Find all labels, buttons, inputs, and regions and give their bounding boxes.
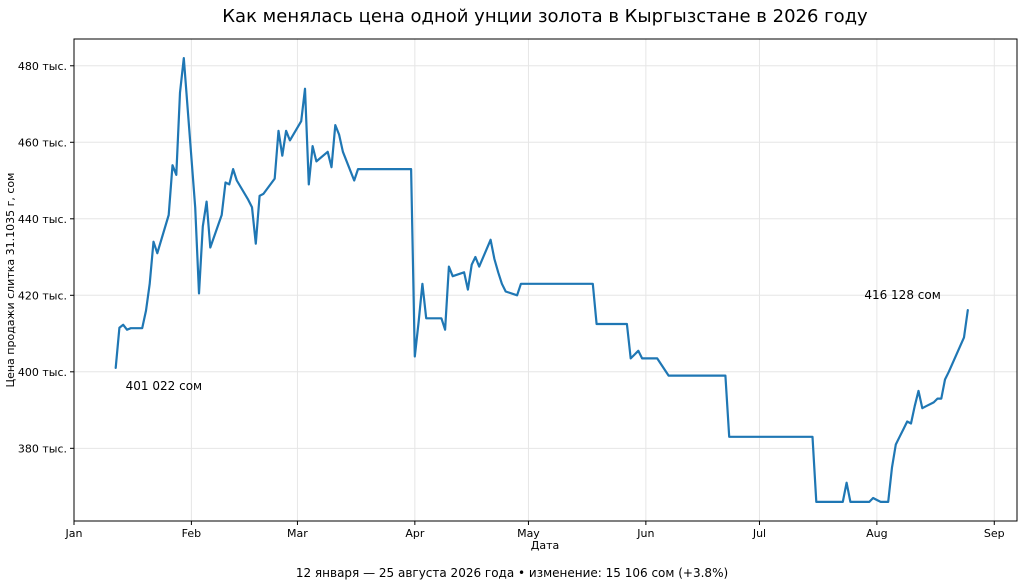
y-tick-label: 440 тыс. xyxy=(18,213,67,226)
x-tick-label: May xyxy=(517,527,540,540)
x-tick-label: Aug xyxy=(866,527,887,540)
y-tick-label: 380 тыс. xyxy=(18,442,67,455)
x-tick-label: Jul xyxy=(752,527,766,540)
grid xyxy=(73,39,1017,521)
x-axis-label: Дата xyxy=(531,539,559,552)
y-tick-label: 420 тыс. xyxy=(18,289,67,302)
series-layer xyxy=(114,57,969,503)
y-axis: 380 тыс. 400 тыс. 420 тыс. 440 тыс. 460 тыс.… xyxy=(18,60,74,455)
chart-footer: 12 января — 25 августа 2026 года • измен… xyxy=(296,566,728,580)
plot-frame xyxy=(73,38,1018,522)
x-tick-label: Jan xyxy=(65,527,83,540)
y-tick-label: 400 тыс. xyxy=(18,366,67,379)
x-axis: Jan Feb Mar Apr May Jun Jul Aug Sep xyxy=(65,521,1005,540)
value-annotation: 401 022 сом xyxy=(126,379,202,393)
x-tick-label: Feb xyxy=(182,527,201,540)
x-tick-label: Mar xyxy=(287,527,308,540)
value-annotation: 416 128 сом xyxy=(864,288,940,302)
chart-title: Как менялась цена одной унции золота в К… xyxy=(222,6,868,27)
x-tick-label: Apr xyxy=(405,527,425,540)
x-tick-label: Sep xyxy=(984,527,1005,540)
x-tick-label: Jun xyxy=(636,527,654,540)
y-tick-label: 480 тыс. xyxy=(18,60,67,73)
y-axis-label: Цена продажи слитка 31.1035 г, сом xyxy=(4,173,17,388)
annotations: 401 022 сом 416 128 сом xyxy=(126,288,941,393)
y-tick-label: 460 тыс. xyxy=(18,136,67,149)
price-line xyxy=(114,57,969,503)
